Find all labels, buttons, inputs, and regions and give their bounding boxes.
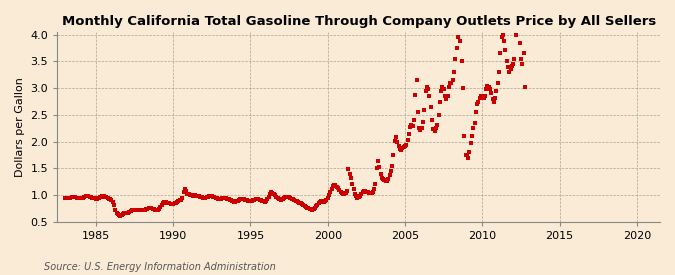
Title: Monthly California Total Gasoline Through Company Outlets Price by All Sellers: Monthly California Total Gasoline Throug… <box>61 15 656 28</box>
Text: Source: U.S. Energy Information Administration: Source: U.S. Energy Information Administ… <box>44 262 275 272</box>
Y-axis label: Dollars per Gallon: Dollars per Gallon <box>15 77 25 177</box>
